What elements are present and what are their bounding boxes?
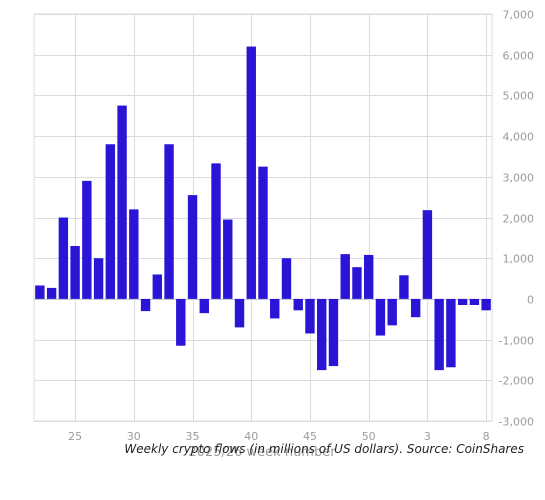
bar [305,298,315,334]
x-tick-label: 50 [362,430,376,443]
y-tick-label: -1,000 [499,335,534,348]
bar [58,217,69,299]
bar [246,46,256,299]
bar [481,298,491,311]
bar [387,298,397,326]
bar [258,166,268,299]
bar [35,285,45,299]
bar [199,298,209,314]
bar [422,210,433,299]
bar [82,180,92,299]
bar [187,195,198,299]
bar [223,219,233,299]
y-tick-label: 6,000 [503,50,535,63]
bar [434,298,444,371]
bar [375,298,386,336]
x-tick-label: 30 [127,430,141,443]
y-axis-ticks: -3,000 -2,000 -1,000 0 1,000 2,000 3,000 4,000 5… [499,9,534,429]
y-tick-label: -3,000 [499,416,534,429]
bar [399,275,409,299]
bar [328,298,339,367]
bar [176,298,186,346]
bars [35,46,491,371]
bar [317,298,327,371]
bar [457,298,468,306]
x-axis-title: 2025/26 week number [188,445,336,460]
bar [234,298,245,328]
bar [152,274,163,299]
y-tick-label: 0 [527,294,534,307]
y-tick-label: 1,000 [503,253,535,266]
y-tick-label: 5,000 [503,90,535,103]
y-tick-label: 2,000 [503,213,535,226]
x-tick-label: 25 [68,430,82,443]
bar [140,298,151,312]
bar [70,245,80,299]
bar [469,298,480,306]
y-tick-label: 3,000 [503,172,535,185]
bar [105,144,116,299]
bar [410,298,421,318]
bar [281,258,292,299]
y-tick-label: 7,000 [503,9,535,22]
bar [270,298,280,319]
bar [129,209,139,299]
bar [293,298,303,311]
x-tick-label: 40 [244,430,258,443]
bar [352,267,362,299]
bar [211,163,221,299]
y-tick-label: -2,000 [499,375,534,388]
x-tick-label: 35 [186,430,200,443]
bar [363,254,374,299]
bar [340,254,350,299]
x-tick-label: 8 [483,430,490,443]
x-tick-label: 3 [424,430,431,443]
bar [164,144,174,299]
bar [46,287,57,299]
bar [93,258,104,299]
x-axis-ticks: 25 30 35 40 45 50 3 8 [68,430,490,443]
chart-caption: Weekly crypto flows (in millions of US d… [124,442,524,456]
bar [117,105,127,299]
x-tick-label: 45 [303,430,317,443]
y-tick-label: 4,000 [503,131,535,144]
bar [446,298,456,368]
